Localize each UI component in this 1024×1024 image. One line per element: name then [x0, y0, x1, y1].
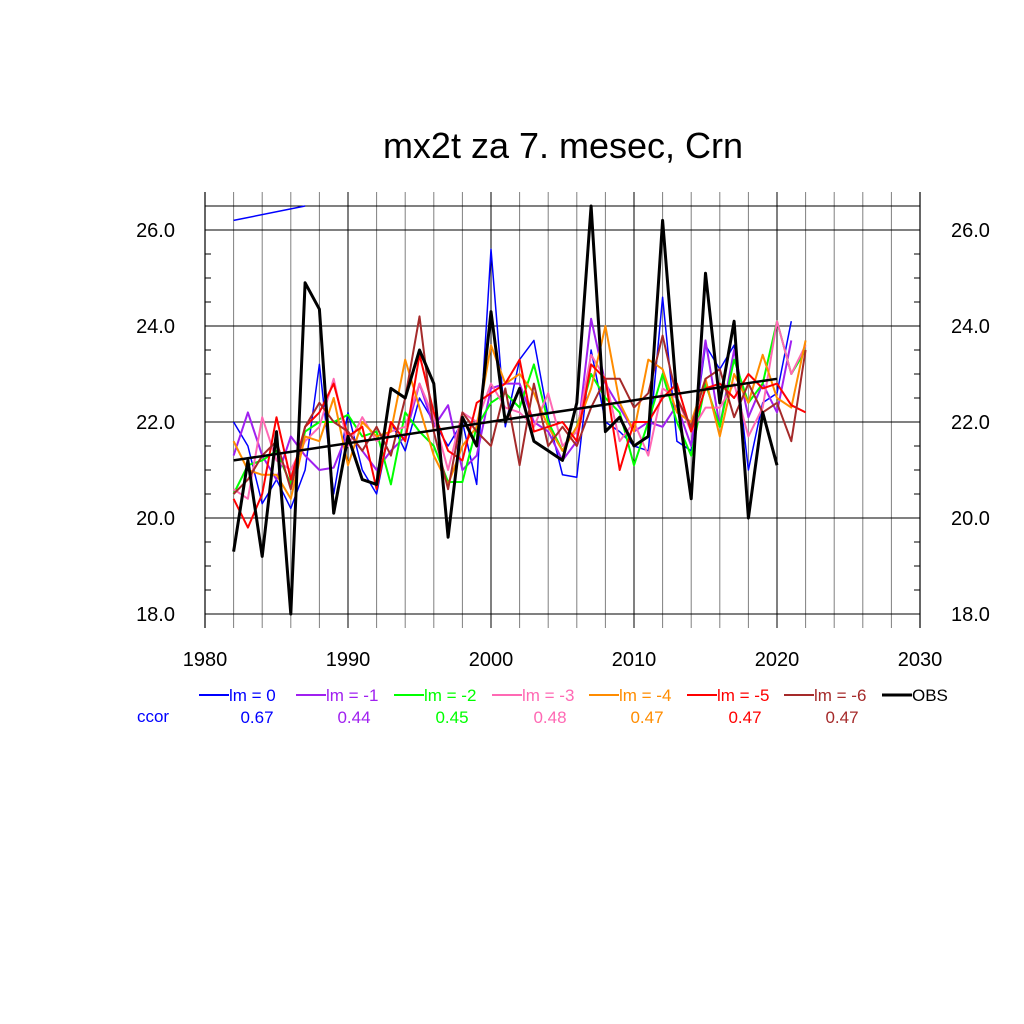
x-tick-label: 2000 — [469, 649, 514, 671]
series-line — [232, 325, 807, 500]
series-line-stray — [233, 205, 306, 222]
axes: 18.0 18.0 20.0 20.0 22.0 22.0 24.0 24.0 26.0 26.0… — [136, 192, 990, 671]
y-tick-label-right: 26.0 — [951, 220, 990, 242]
ccor-label: ccor — [137, 707, 169, 726]
y-tick-label-right: 20.0 — [951, 508, 990, 530]
ccor-value: 0.44 — [337, 708, 370, 727]
x-tick-label: 2030 — [898, 649, 943, 671]
legend-label: lm = -1 — [326, 686, 378, 705]
series-lines — [232, 204, 807, 616]
y-tick-label-left: 20.0 — [136, 508, 175, 530]
ccor-value: 0.45 — [435, 708, 468, 727]
y-tick-label-left: 26.0 — [136, 220, 175, 242]
legend-label: OBS — [912, 686, 948, 705]
ccor-value: 0.47 — [728, 708, 761, 727]
legend-label: lm = -5 — [717, 686, 769, 705]
ccor-value: 0.47 — [825, 708, 858, 727]
trend-line — [233, 377, 778, 462]
legend-label: lm = -2 — [424, 686, 476, 705]
y-tick-label-left: 22.0 — [136, 412, 175, 434]
series-line — [232, 315, 807, 495]
x-tick-label: 1990 — [326, 649, 371, 671]
legend-label: lm = -4 — [619, 686, 671, 705]
y-tick-label-right: 22.0 — [951, 412, 990, 434]
x-tick-label: 2010 — [612, 649, 657, 671]
legend-label: lm = 0 — [229, 686, 276, 705]
legend: lm = 0 0.67 lm = -1 0.44 lm = -2 0.45 lm = -3 0… — [137, 686, 948, 727]
y-tick-label-left: 18.0 — [136, 604, 175, 626]
ccor-value: 0.47 — [630, 708, 663, 727]
y-tick-label-right: 24.0 — [951, 316, 990, 338]
chart-title: mx2t za 7. mesec, Crn — [383, 125, 743, 166]
y-tick-label-right: 18.0 — [951, 604, 990, 626]
series-line — [232, 353, 807, 529]
ccor-value: 0.48 — [533, 708, 566, 727]
legend-label: lm = -6 — [814, 686, 866, 705]
series-line — [232, 204, 779, 616]
x-tick-label: 2020 — [755, 649, 800, 671]
ccor-value: 0.67 — [240, 708, 273, 727]
y-tick-label-left: 24.0 — [136, 316, 175, 338]
x-tick-label: 1980 — [183, 649, 228, 671]
legend-label: lm = -3 — [522, 686, 574, 705]
